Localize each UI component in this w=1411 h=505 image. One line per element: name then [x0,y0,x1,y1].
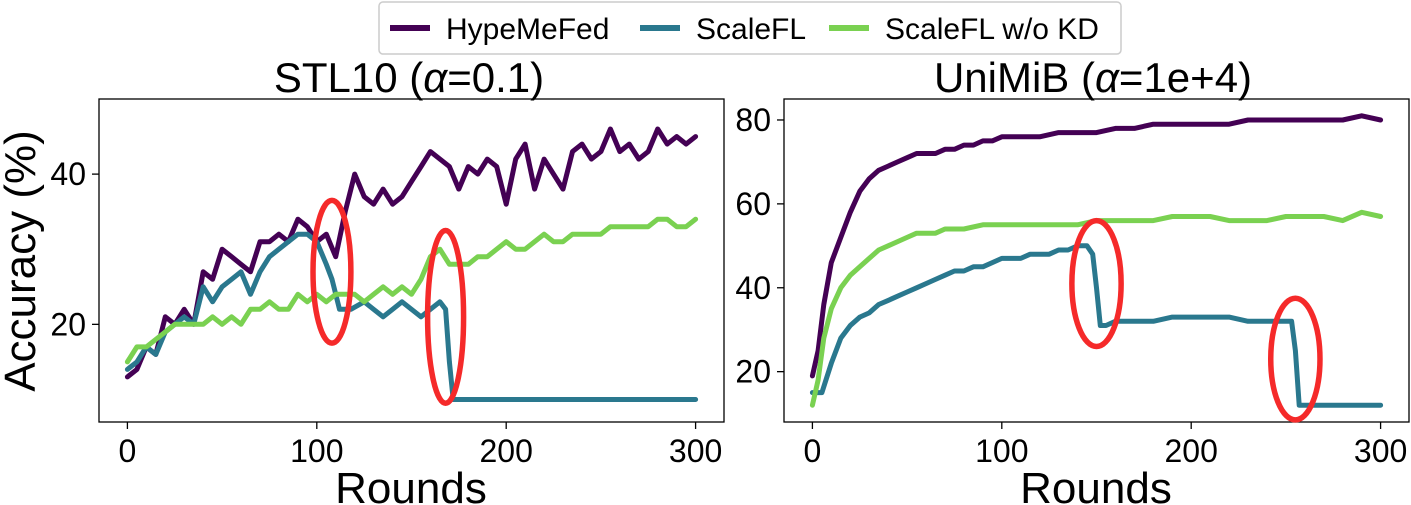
x-axis-label-unimib: Rounds [1020,464,1172,505]
legend-label-scalefl-wo-kd: ScaleFL w/o KD [885,13,1099,46]
series-line-scalefl-wo-kd-stl10 [124,216,699,365]
x-tick-label-200: 200 [1165,433,1218,469]
x-tick-label-300: 300 [1354,433,1407,469]
chart-stl10: STL10 (α=0.1) 0 100 200 300 20 40 Rounds Accu… [0,54,725,505]
highlight-ellipse-unimib-1 [1069,217,1124,350]
ticks-unimib: 0 100 200 300 20 40 60 80 [735,102,1407,469]
x-tick-label-200: 200 [480,433,533,469]
chart-unimib: UniMiB (α=1e+4) 0 100 200 300 20 40 60 80 Round… [735,54,1410,505]
series-group-stl10 [124,126,699,402]
y-tick-label-80: 80 [735,102,771,138]
series-line-hypemefed-stl10 [124,126,699,380]
series-line-scalefl-unimib [809,243,1384,408]
chart-title-stl10: STL10 (α=0.1) [274,54,544,101]
plot-frame-unimib [783,98,1410,423]
y-tick-label-20: 20 [50,306,86,342]
annotations-unimib [1069,217,1323,423]
series-line-hypemefed-unimib [809,113,1384,379]
y-tick-label-40: 40 [735,270,771,306]
legend-label-hypemefed: HypeMeFed [446,13,609,46]
x-tick-label-0: 0 [119,433,137,469]
chart-title-unimib: UniMiB (α=1e+4) [934,54,1252,101]
y-tick-label-40: 40 [50,156,86,192]
legend-frame [378,1,1122,55]
series-line-scalefl-wo-kd-unimib [809,209,1384,408]
series-group-unimib [809,113,1384,408]
highlight-ellipse-stl10-1 [310,197,354,346]
ticks-stl10: 0 100 200 300 20 40 [50,156,722,469]
plot-frame-stl10 [98,98,725,423]
y-tick-label-20: 20 [735,354,771,390]
x-tick-label-300: 300 [669,433,722,469]
highlight-ellipse-stl10-2 [424,227,467,406]
x-tick-label-100: 100 [290,433,343,469]
highlight-ellipse-unimib-2 [1267,295,1323,423]
legend: HypeMeFed ScaleFL ScaleFL w/o KD [378,1,1122,55]
y-axis-label-stl10: Accuracy (%) [0,130,45,392]
x-tick-label-100: 100 [975,433,1028,469]
y-tick-label-60: 60 [735,186,771,222]
legend-label-scalefl: ScaleFL [696,13,806,46]
series-line-scalefl-stl10 [124,231,699,402]
annotations-stl10 [310,197,467,406]
x-axis-label-stl10: Rounds [335,464,487,505]
x-tick-label-0: 0 [804,433,822,469]
